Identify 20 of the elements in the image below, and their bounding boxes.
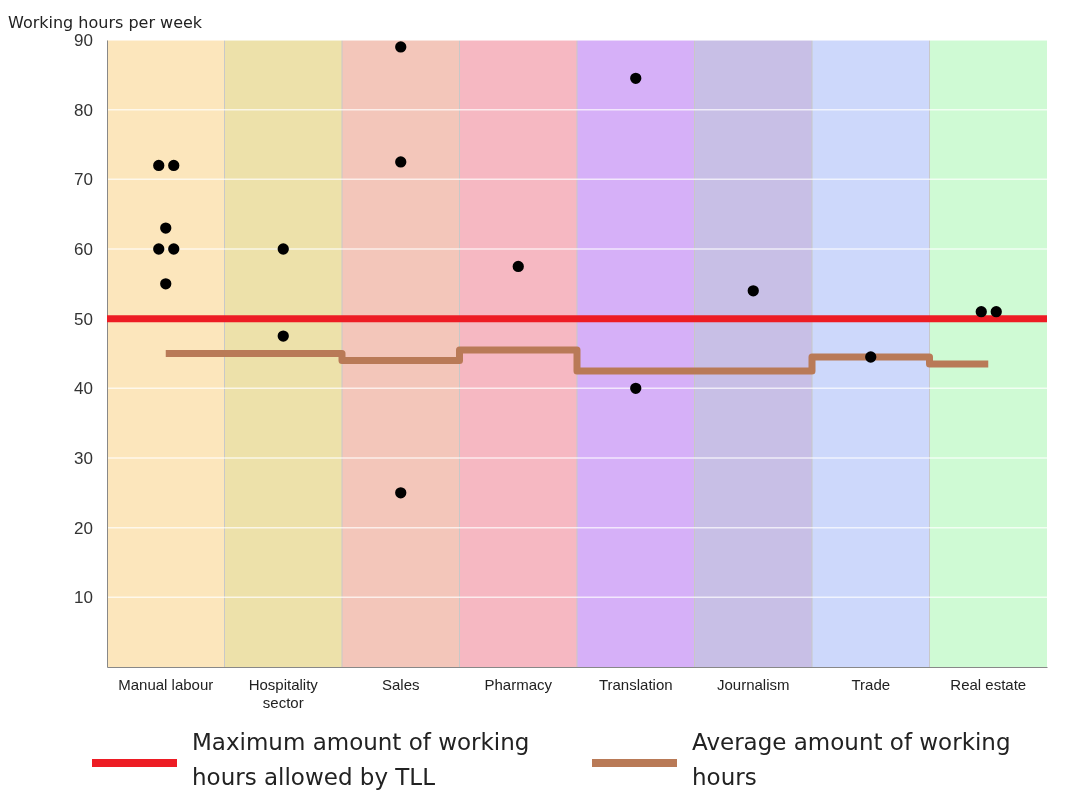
x-tick-label: Pharmacy xyxy=(484,675,553,693)
x-tick-label: Sales xyxy=(381,675,420,693)
x-tick-label: Manual labour xyxy=(118,675,214,693)
y-tick-label: 50 xyxy=(74,309,93,329)
y-tick-label: 10 xyxy=(74,588,93,608)
y-tick-label: 60 xyxy=(74,239,93,259)
legend-label: Maximum amount of working hours allowed by TLL xyxy=(192,729,530,790)
y-tick-label: 20 xyxy=(74,518,93,538)
y-tick-label: 70 xyxy=(74,170,93,190)
y-axis-title: Working hours per week xyxy=(8,13,203,32)
y-tick-label: 40 xyxy=(74,379,93,399)
x-tick-label: Journalism xyxy=(716,675,790,693)
x-tick-label: Hospitality sector xyxy=(248,675,319,711)
x-tick-label: Trade xyxy=(851,675,891,693)
y-tick-label: 30 xyxy=(74,448,93,468)
x-tick-label: Translation xyxy=(598,675,673,693)
legend-label: Average amount of working hours xyxy=(692,729,1011,790)
y-tick-label: 90 xyxy=(74,30,93,50)
y-tick-label: 80 xyxy=(74,100,93,120)
x-tick-label: Real estate xyxy=(950,675,1027,693)
